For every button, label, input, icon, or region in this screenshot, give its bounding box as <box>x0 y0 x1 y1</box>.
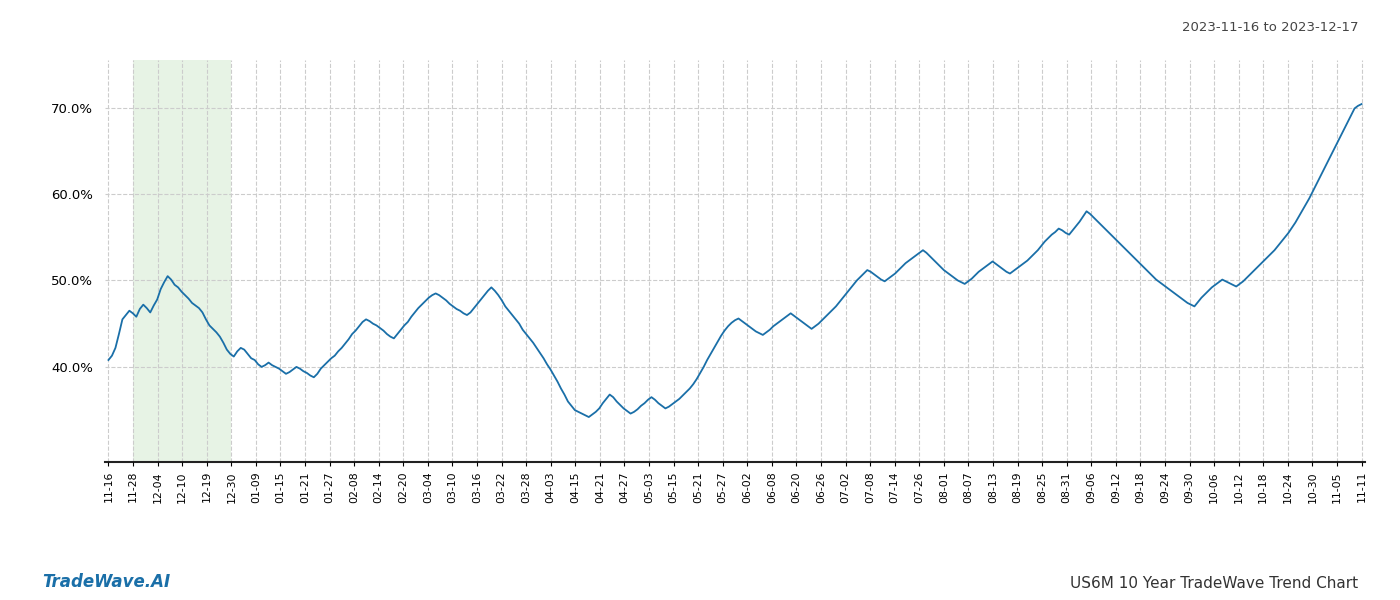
Text: TradeWave.AI: TradeWave.AI <box>42 573 171 591</box>
Text: US6M 10 Year TradeWave Trend Chart: US6M 10 Year TradeWave Trend Chart <box>1070 576 1358 591</box>
Bar <box>133 60 231 462</box>
Text: 2023-11-16 to 2023-12-17: 2023-11-16 to 2023-12-17 <box>1182 21 1358 34</box>
